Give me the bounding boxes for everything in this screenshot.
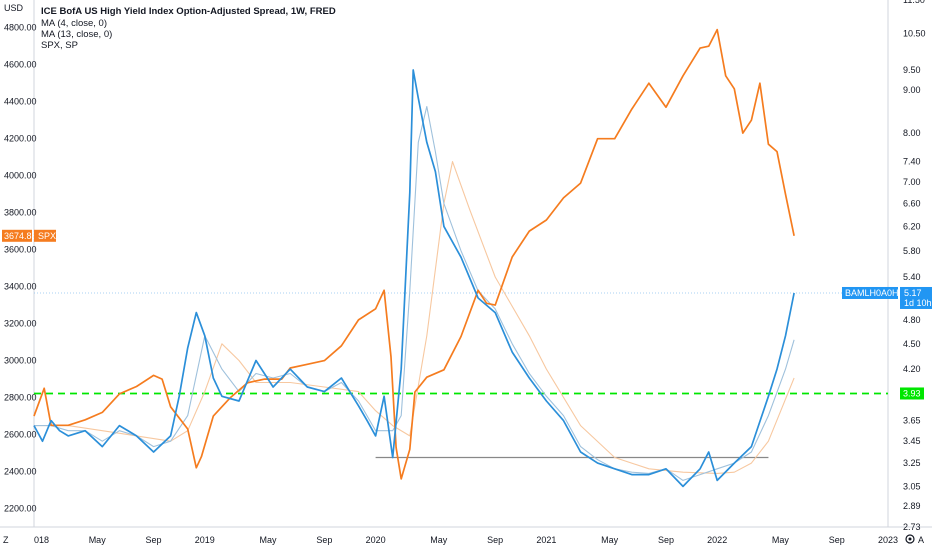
left-tick-label: 3200.00 bbox=[4, 319, 37, 329]
left-tick-label: 3000.00 bbox=[4, 356, 37, 366]
right-tick-label: 2.73 bbox=[903, 522, 921, 532]
left-tick-label: 4600.00 bbox=[4, 60, 37, 70]
right-tick-label: 11.50 bbox=[903, 0, 925, 5]
spx-line[interactable] bbox=[33, 28, 795, 480]
right-tick-label: 3.05 bbox=[903, 481, 921, 491]
spx-price-tag-value: 3674.85 bbox=[4, 231, 37, 241]
time-tick-label: Sep bbox=[316, 535, 332, 545]
left-tick-label: 4200.00 bbox=[4, 134, 37, 144]
right-tick-label: 9.50 bbox=[903, 65, 921, 75]
right-tick-label: 5.40 bbox=[903, 272, 921, 282]
right-tick-label: 4.50 bbox=[903, 339, 921, 349]
left-tick-label: 2800.00 bbox=[4, 393, 37, 403]
legend-line[interactable]: MA (13, close, 0) bbox=[41, 29, 112, 40]
right-tick-label: 8.00 bbox=[903, 128, 921, 138]
green-level-tag-value: 3.93 bbox=[903, 388, 921, 398]
hy-value: 5.17 bbox=[904, 288, 922, 298]
hy-countdown: 1d 10h bbox=[904, 298, 932, 308]
spx-price-tag-label: SPX bbox=[38, 231, 56, 241]
right-tick-label: 4.20 bbox=[903, 364, 921, 374]
right-tick-label: 3.65 bbox=[903, 416, 921, 426]
time-tick-label: 2019 bbox=[195, 535, 215, 545]
left-tick-label: 3400.00 bbox=[4, 282, 37, 292]
left-tick-label: 4400.00 bbox=[4, 97, 37, 107]
time-tick-label: May bbox=[430, 535, 448, 545]
left-tick-label: 2200.00 bbox=[4, 504, 37, 514]
zoom-z-icon[interactable]: Z bbox=[3, 535, 9, 545]
time-tick-label: Sep bbox=[658, 535, 674, 545]
left-axis-unit: USD bbox=[4, 3, 24, 13]
time-tick-label: Sep bbox=[829, 535, 845, 545]
time-tick-label: Sep bbox=[487, 535, 503, 545]
high-yield-spread-line[interactable] bbox=[33, 69, 795, 488]
time-tick-label: Sep bbox=[146, 535, 162, 545]
right-tick-label: 6.20 bbox=[903, 221, 921, 231]
right-tick-label: 6.60 bbox=[903, 198, 921, 208]
time-tick-label: 2020 bbox=[366, 535, 386, 545]
time-tick-label: 2023 bbox=[878, 535, 898, 545]
right-tick-label: 4.80 bbox=[903, 315, 921, 325]
right-tick-label: 7.00 bbox=[903, 177, 921, 187]
right-tick-label: 5.80 bbox=[903, 246, 921, 256]
left-tick-label: 3600.00 bbox=[4, 245, 37, 255]
spx-price-tag-label-bg bbox=[34, 229, 56, 242]
right-tick-label: 3.45 bbox=[903, 436, 921, 446]
legend[interactable]: ICE BofA US High Yield Index Option-Adju… bbox=[41, 6, 336, 51]
right-tick-label: 3.25 bbox=[903, 458, 921, 468]
time-tick-label: May bbox=[601, 535, 619, 545]
time-axis: 018 May Sep 2019 May Sep 2020 May Sep 2021 May Sep 2… bbox=[34, 535, 898, 545]
green-level-tag: 3.93 bbox=[900, 387, 924, 400]
spx-price-tag: 3674.85 SPX bbox=[2, 229, 56, 242]
legend-line[interactable]: MA (4, close, 0) bbox=[41, 18, 107, 29]
hy-label-bg bbox=[842, 286, 898, 299]
left-tick-label: 3800.00 bbox=[4, 208, 37, 218]
green-level-tag-bg bbox=[900, 387, 924, 400]
right-tick-label: 2.89 bbox=[903, 501, 921, 511]
time-tick-label: May bbox=[89, 535, 107, 545]
right-tick-label: 10.50 bbox=[903, 28, 926, 38]
gear-icon[interactable] bbox=[905, 534, 915, 544]
time-tick-label: May bbox=[772, 535, 790, 545]
left-tick-label: 4800.00 bbox=[4, 23, 37, 33]
left-tick-label: 2400.00 bbox=[4, 467, 37, 477]
right-tick-label: 9.00 bbox=[903, 85, 921, 95]
legend-title[interactable]: ICE BofA US High Yield Index Option-Adju… bbox=[41, 6, 336, 17]
time-tick-label: 2022 bbox=[707, 535, 727, 545]
spx-price-tag-value-bg bbox=[2, 229, 32, 242]
time-tick-label: 2021 bbox=[536, 535, 556, 545]
right-tick-label: 7.40 bbox=[903, 157, 921, 167]
legend-line[interactable]: SPX, SP bbox=[41, 40, 78, 51]
auto-scale-a-icon[interactable]: A bbox=[918, 535, 924, 545]
left-tick-label: 2600.00 bbox=[4, 430, 37, 440]
ma-13-line[interactable] bbox=[34, 161, 795, 474]
hy-label: BAMLH0A0HYM2 bbox=[845, 288, 917, 298]
left-axis: USD 4800.00 4600.00 4400.00 4200.00 4000.00 38… bbox=[4, 3, 37, 514]
time-tick-label: 018 bbox=[34, 535, 49, 545]
hy-value-bg bbox=[900, 286, 932, 309]
left-tick-label: 4000.00 bbox=[4, 171, 37, 181]
time-tick-label: May bbox=[259, 535, 277, 545]
